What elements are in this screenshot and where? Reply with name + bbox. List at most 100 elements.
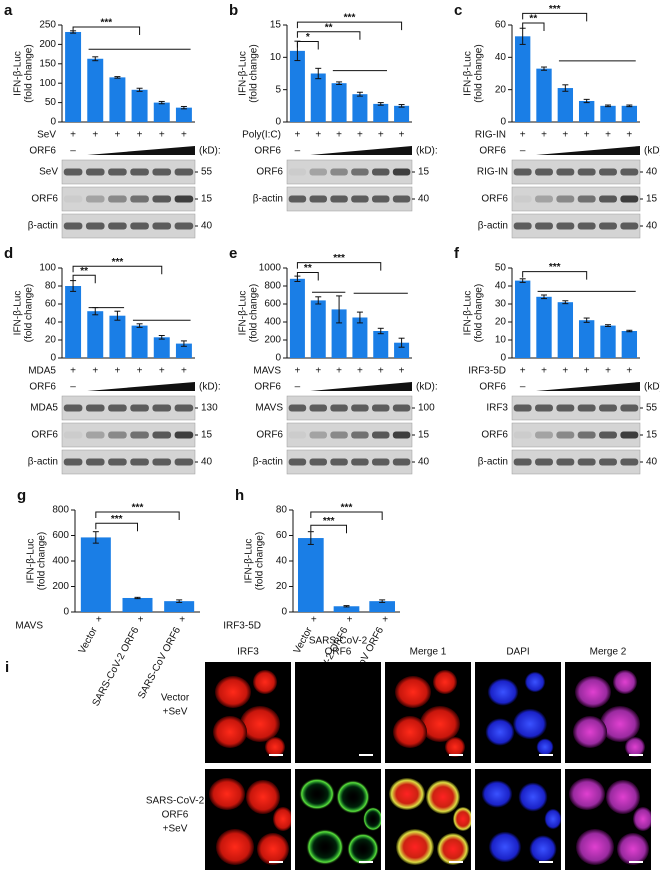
panel-letter: d xyxy=(4,245,13,262)
blot-strip xyxy=(286,159,413,185)
orf6-mark: – xyxy=(520,382,526,393)
treatment-mark: + xyxy=(96,615,102,626)
blot-band xyxy=(392,168,411,176)
significance-label: * xyxy=(306,32,310,43)
blot-strip xyxy=(286,186,413,212)
y-tick-label: 60 xyxy=(45,299,57,310)
bar xyxy=(331,83,347,122)
cell xyxy=(433,670,457,694)
cell xyxy=(215,676,251,708)
y-axis-label: (fold change) xyxy=(249,284,260,342)
micrograph xyxy=(385,769,471,870)
kd-label: 40 xyxy=(418,457,430,468)
error-bar xyxy=(180,105,187,110)
x-tick-label: SARS-CoV ORF6 xyxy=(136,625,183,701)
blot-band xyxy=(372,404,390,412)
column-header: DAPI xyxy=(506,647,529,658)
dose-wedge xyxy=(87,146,195,155)
blot-band xyxy=(513,458,532,466)
treatment-mark: + xyxy=(605,130,611,141)
blot-band xyxy=(577,168,596,176)
y-tick-label: 250 xyxy=(39,20,56,31)
micrograph xyxy=(475,769,561,870)
blot-row-label: β-actin xyxy=(28,457,58,468)
cell xyxy=(273,807,291,831)
blot-band xyxy=(85,404,105,412)
cell xyxy=(389,778,425,810)
blot-band xyxy=(174,431,194,439)
y-tick-label: 10 xyxy=(270,52,282,63)
y-tick-label: 30 xyxy=(495,299,507,310)
blot-band xyxy=(513,195,532,203)
significance-label: ** xyxy=(325,22,333,33)
cell xyxy=(518,782,548,812)
blot-strip xyxy=(286,449,413,475)
y-axis-label: IFN-β-Luc xyxy=(238,51,249,96)
blot-band xyxy=(513,431,532,439)
blot-band xyxy=(330,431,348,439)
column-header: SARS-CoV-2 xyxy=(309,636,368,647)
bar xyxy=(557,302,574,358)
x-tick-label: Vector xyxy=(77,625,100,656)
cell xyxy=(488,831,522,863)
error-bar xyxy=(307,531,314,545)
orf6-mark: – xyxy=(295,146,301,157)
y-tick-label: 0 xyxy=(275,353,281,364)
row-label: Vector xyxy=(161,693,190,704)
kd-label: 130 xyxy=(201,403,218,414)
significance-label: *** xyxy=(333,253,345,264)
treatment-mark: + xyxy=(399,366,405,377)
dose-wedge xyxy=(310,382,412,391)
treatment-mark: + xyxy=(114,366,120,377)
cell xyxy=(487,678,519,706)
y-tick-label: 20 xyxy=(495,84,507,95)
blot-band xyxy=(351,168,369,176)
cell xyxy=(420,706,460,742)
y-tick-label: 200 xyxy=(52,581,69,592)
significance-bracket xyxy=(310,511,383,521)
y-tick-label: 1000 xyxy=(259,263,282,274)
y-tick-label: 20 xyxy=(276,581,288,592)
blot-strip xyxy=(511,449,641,475)
bar xyxy=(600,105,616,122)
kd-label: 40 xyxy=(201,221,213,232)
orf6-label: ORF6 xyxy=(479,146,506,157)
error-bar xyxy=(92,56,99,62)
blot-band xyxy=(599,404,617,412)
blot-band xyxy=(392,431,411,439)
blot-band xyxy=(85,458,105,466)
treatment-mark: + xyxy=(159,130,165,141)
cell xyxy=(445,737,465,757)
blot-band xyxy=(535,195,553,203)
kd-label: 15 xyxy=(418,167,430,178)
treatment-mark: + xyxy=(70,130,76,141)
treatment-mark: + xyxy=(159,366,165,377)
treatment-mark: + xyxy=(626,366,632,377)
blot-strip xyxy=(511,213,641,239)
treatment-mark: + xyxy=(399,130,405,141)
blot-band xyxy=(130,168,149,176)
error-bar xyxy=(605,104,611,108)
bar xyxy=(122,597,153,612)
treatment-mark: + xyxy=(315,366,321,377)
row-label: +SeV xyxy=(163,707,188,718)
blot-row-label: ORF6 xyxy=(31,430,58,441)
blot-band xyxy=(108,222,127,230)
bar xyxy=(621,105,638,122)
blot-strip xyxy=(61,422,196,448)
blot-strip xyxy=(511,159,641,185)
micrograph xyxy=(475,662,561,763)
error-bar xyxy=(136,323,143,328)
blot-band xyxy=(63,458,83,466)
column-header: ORF6 xyxy=(325,647,352,658)
blot-band xyxy=(556,404,575,412)
blot-band xyxy=(130,431,149,439)
kd-label: 15 xyxy=(646,194,658,205)
y-tick-label: 400 xyxy=(52,556,69,567)
bar xyxy=(153,102,170,122)
y-axis-label: IFN-β-Luc xyxy=(13,51,24,96)
significance-bracket xyxy=(522,12,588,22)
error-bar xyxy=(562,300,569,305)
orf6-mark: – xyxy=(70,146,76,157)
kd-header: (kD): xyxy=(644,146,660,157)
